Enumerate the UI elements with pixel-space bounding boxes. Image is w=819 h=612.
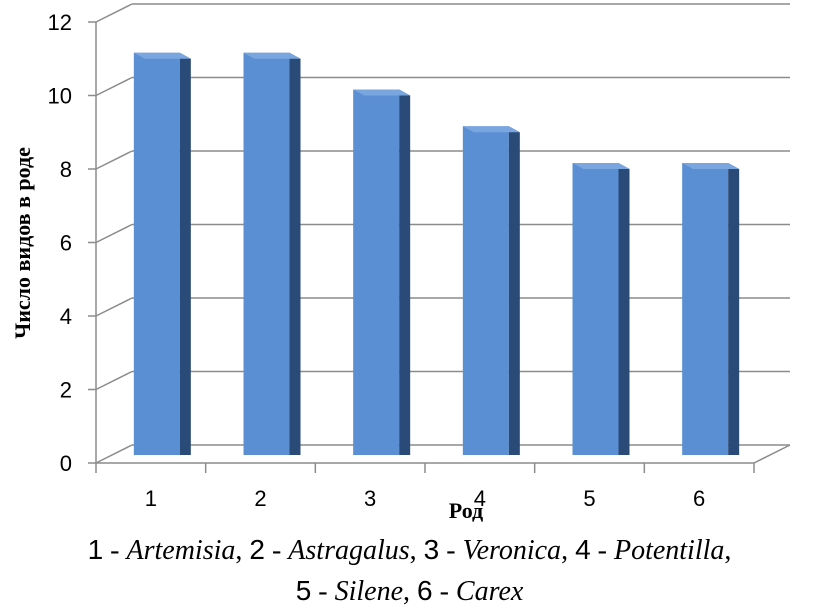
x-tick-labels: 1 2 3 4 5 6 — [145, 486, 706, 511]
y-tick-label: 6 — [60, 231, 72, 256]
bar-top — [462, 126, 520, 133]
chart-caption: 1 - Artemisia, 2 - Astragalus, 3 - Veron… — [87, 534, 732, 607]
caption-number: 3 — [423, 534, 440, 565]
x-tick-label: 2 — [254, 486, 266, 511]
y-axis-label: Число видов в роде — [10, 147, 35, 339]
bars — [133, 52, 740, 455]
caption-genus-name: Veronica — [462, 535, 562, 566]
bar — [353, 89, 400, 455]
gridline-diag — [95, 76, 133, 97]
bar — [462, 126, 509, 455]
bar-side — [399, 89, 411, 455]
bar-top — [243, 52, 301, 59]
bar-top — [133, 52, 191, 59]
caption-genus-name: Potentilla — [613, 535, 725, 566]
gridline-diag — [95, 223, 133, 244]
bar — [572, 163, 619, 455]
x-tick-label: 4 — [474, 486, 486, 511]
y-tick-label: 10 — [48, 84, 72, 109]
caption-number: 6 — [417, 575, 433, 606]
gridline-diag — [95, 297, 133, 317]
caption-number: 4 — [575, 534, 591, 565]
y-tick-label: 0 — [60, 451, 72, 476]
bar-top — [353, 89, 411, 96]
x-tick-label: 1 — [145, 486, 157, 511]
x-axis-label: Род — [449, 498, 483, 523]
gridlines — [88, 3, 791, 473]
bar-side — [179, 52, 191, 455]
bar-side — [508, 126, 520, 455]
bar-side — [289, 52, 301, 455]
bar-top — [682, 163, 740, 169]
x-tick-label: 3 — [364, 486, 376, 511]
bar — [243, 52, 290, 455]
y-tick-label: 8 — [60, 157, 72, 182]
gridline-diag — [95, 370, 133, 391]
gridline-diag — [95, 3, 133, 23]
caption-number: 2 — [249, 534, 265, 565]
bar — [133, 52, 180, 455]
floor-edge — [753, 444, 791, 464]
caption-genus-name: Artemisia — [126, 535, 236, 566]
caption-genus-name: Astragalus — [288, 535, 410, 566]
bar-side — [618, 163, 630, 455]
caption-genus-name: Silene — [334, 576, 404, 607]
gridline-diag — [95, 150, 133, 170]
y-tick-label: 2 — [60, 378, 72, 403]
y-tick-label: 4 — [60, 304, 72, 329]
bar — [682, 163, 729, 455]
y-tick-labels: 0 2 4 6 8 10 12 — [48, 10, 72, 476]
caption-number: 5 — [295, 575, 312, 606]
y-tick-label: 12 — [48, 10, 72, 35]
bar-top — [572, 163, 630, 169]
x-tick-label: 5 — [583, 486, 595, 511]
caption-genus-name: Carex — [455, 576, 524, 607]
x-tick-label: 6 — [693, 486, 705, 511]
caption-number: 1 — [87, 534, 104, 565]
gridline-diag — [95, 444, 133, 464]
bar-side — [728, 163, 740, 455]
